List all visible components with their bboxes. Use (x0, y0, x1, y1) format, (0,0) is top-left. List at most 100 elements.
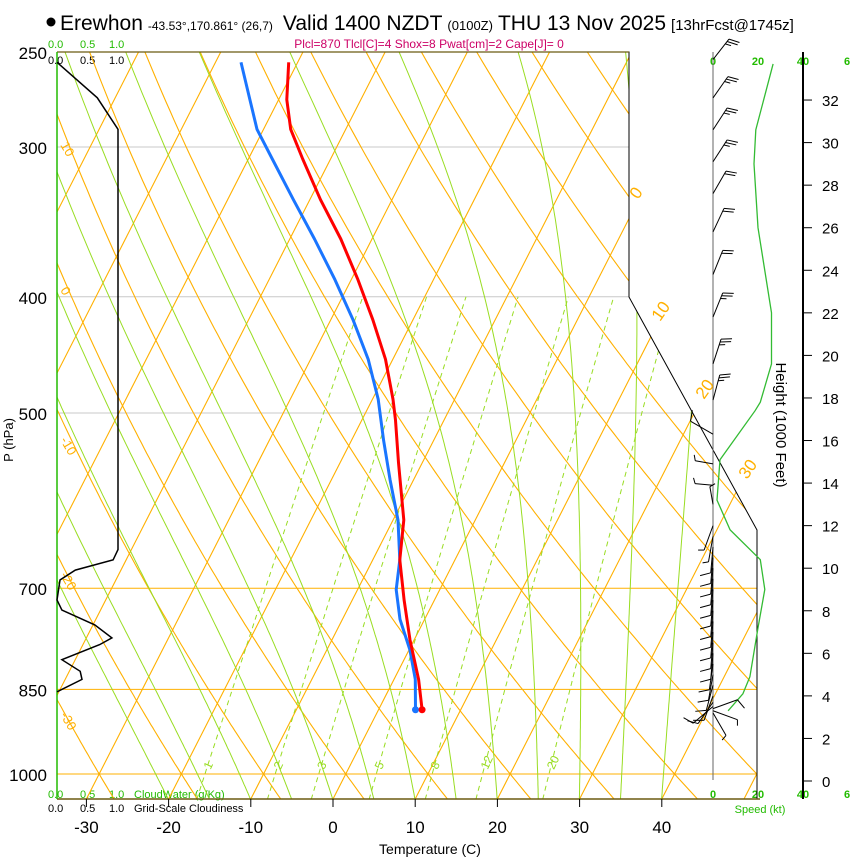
isotherm-line (578, 52, 757, 799)
height-tick-label: 12 (822, 519, 839, 536)
wind-barb-staff (710, 557, 714, 584)
sounding-indices: Plcl=870 Tlcl[C]=4 Shox=8 Pwat[cm]=2 Cap… (294, 37, 564, 51)
isotherm-line (57, 52, 145, 799)
height-tick-label: 0 (822, 774, 830, 791)
height-axis-title: Height (1000 Feet) (772, 362, 789, 487)
wind-barb-half-flag (693, 454, 696, 461)
height-tick-label: 24 (822, 263, 839, 280)
wind-barb-flag (727, 76, 739, 80)
wind-barb-staff (712, 712, 727, 736)
wind-barb (698, 525, 714, 551)
wind-barb-flag (725, 170, 737, 174)
cloudwater-tick: 0.0 (48, 789, 63, 801)
wind-barb-staff (710, 621, 714, 648)
dry-adiabat-line (57, 52, 115, 799)
valid-time: Valid 1400 NZDT (283, 12, 443, 35)
wind-barb-flag (699, 572, 711, 577)
isotherm-line (250, 52, 638, 799)
dry-adiabat-line (800, 42, 850, 800)
wind-barb-half-flag (725, 43, 732, 47)
moist-adiabat-line (57, 52, 169, 799)
pressure-tick-label: 400 (19, 289, 47, 308)
wind-barb-half-flag (709, 483, 716, 488)
wind-barb-half-flag (718, 379, 725, 382)
wind-barb-staff (712, 699, 738, 710)
surface-dewpoint-marker (411, 706, 419, 714)
wind-barb (712, 710, 738, 726)
dry-adiabat-line (250, 52, 757, 799)
temperature-tick-label: -10 (239, 818, 264, 837)
wind-barb (712, 712, 727, 741)
wind-barb-staff (712, 139, 728, 163)
temperature-tick-label: -30 (74, 818, 99, 837)
wind-barb-flag (727, 41, 738, 46)
dry-adiabat-label: 10 (57, 139, 77, 159)
height-tick-label: 10 (822, 561, 839, 578)
temperature-tick-label: 10 (406, 818, 425, 837)
wind-barb-flag (695, 709, 707, 712)
isotherm-line (85, 52, 474, 799)
plot-frame (57, 51, 758, 800)
station-dot-icon (46, 17, 56, 27)
speed-tick: 6 (844, 56, 850, 68)
cloudiness-tick: 1.0 (109, 803, 124, 815)
isotherm-label: 20 (692, 376, 718, 402)
wind-barb-staff (692, 706, 714, 724)
wind-barb (712, 38, 740, 60)
wind-barb (697, 674, 714, 703)
dry-adiabat-line (57, 52, 365, 799)
wind-barb (689, 410, 714, 435)
dry-adiabat-label: -10 (57, 434, 79, 458)
moist-adiabat-line (57, 52, 210, 799)
height-tick-label: 20 (822, 348, 839, 365)
temperature-tick-label: -20 (156, 818, 181, 837)
wind-barb-half-flag (724, 81, 731, 84)
wind-barb-half-flag (723, 112, 730, 115)
dry-adiabat-line (305, 52, 757, 799)
height-tick-label: 8 (822, 604, 830, 621)
wind-barb-staff (710, 642, 714, 669)
isotherm-line (332, 52, 720, 799)
wind-barb (699, 631, 714, 662)
speed-scale-top: 0 20 40 6 (710, 56, 850, 68)
dry-adiabat-line (85, 52, 532, 799)
wind-barb-flag (699, 604, 711, 609)
wind-barb-staff (712, 208, 725, 233)
wind-barb-flag (727, 107, 738, 111)
height-tick-label: 2 (822, 731, 830, 748)
isotherm-line (496, 52, 757, 799)
height-tick-label: 18 (822, 391, 839, 408)
cloudwater-tick: 0.0 (48, 39, 63, 51)
cloudiness-label: Grid-Scale Cloudiness (134, 803, 244, 815)
wind-barb-flag (699, 625, 711, 630)
speed-tick: 20 (752, 789, 764, 801)
wind-barb-staff (710, 568, 714, 595)
wind-barb (712, 76, 739, 99)
wind-barb-flag (737, 699, 745, 709)
wind-barb-flag (699, 678, 711, 683)
mixing-ratio-line (196, 296, 364, 799)
cloudwater-tick: 1.0 (109, 39, 124, 51)
cloudwater-scale-top: 0.0 0.5 1.0 (48, 39, 124, 51)
wind-barb (712, 249, 734, 275)
station-name: Erewhon (60, 12, 143, 35)
wind-barb (709, 483, 716, 505)
wind-barb-flag (699, 646, 711, 651)
wind-barb-flag (725, 110, 737, 114)
wind-barb-flag (689, 410, 693, 422)
wind-speed-line (716, 63, 774, 712)
temperature-tick-label: 20 (488, 818, 507, 837)
wind-barb (702, 536, 714, 564)
moist-adiabat-line (394, 52, 539, 799)
wind-barb (695, 685, 714, 712)
wind-barb-staff (708, 663, 714, 690)
cloudwater-scale-bottom: 0.0 0.5 1.0 CloudWater (g/Kg) (48, 789, 225, 801)
dry-adiabat-line (195, 52, 699, 799)
temperature-tick-label: 40 (652, 818, 671, 837)
wind-barb-half-flag (721, 735, 727, 741)
dry-adiabat-line (689, 52, 757, 799)
mixing-ratio-label: 5 (372, 759, 388, 771)
wind-barb-staff (710, 631, 714, 658)
wind-barb (693, 454, 714, 465)
